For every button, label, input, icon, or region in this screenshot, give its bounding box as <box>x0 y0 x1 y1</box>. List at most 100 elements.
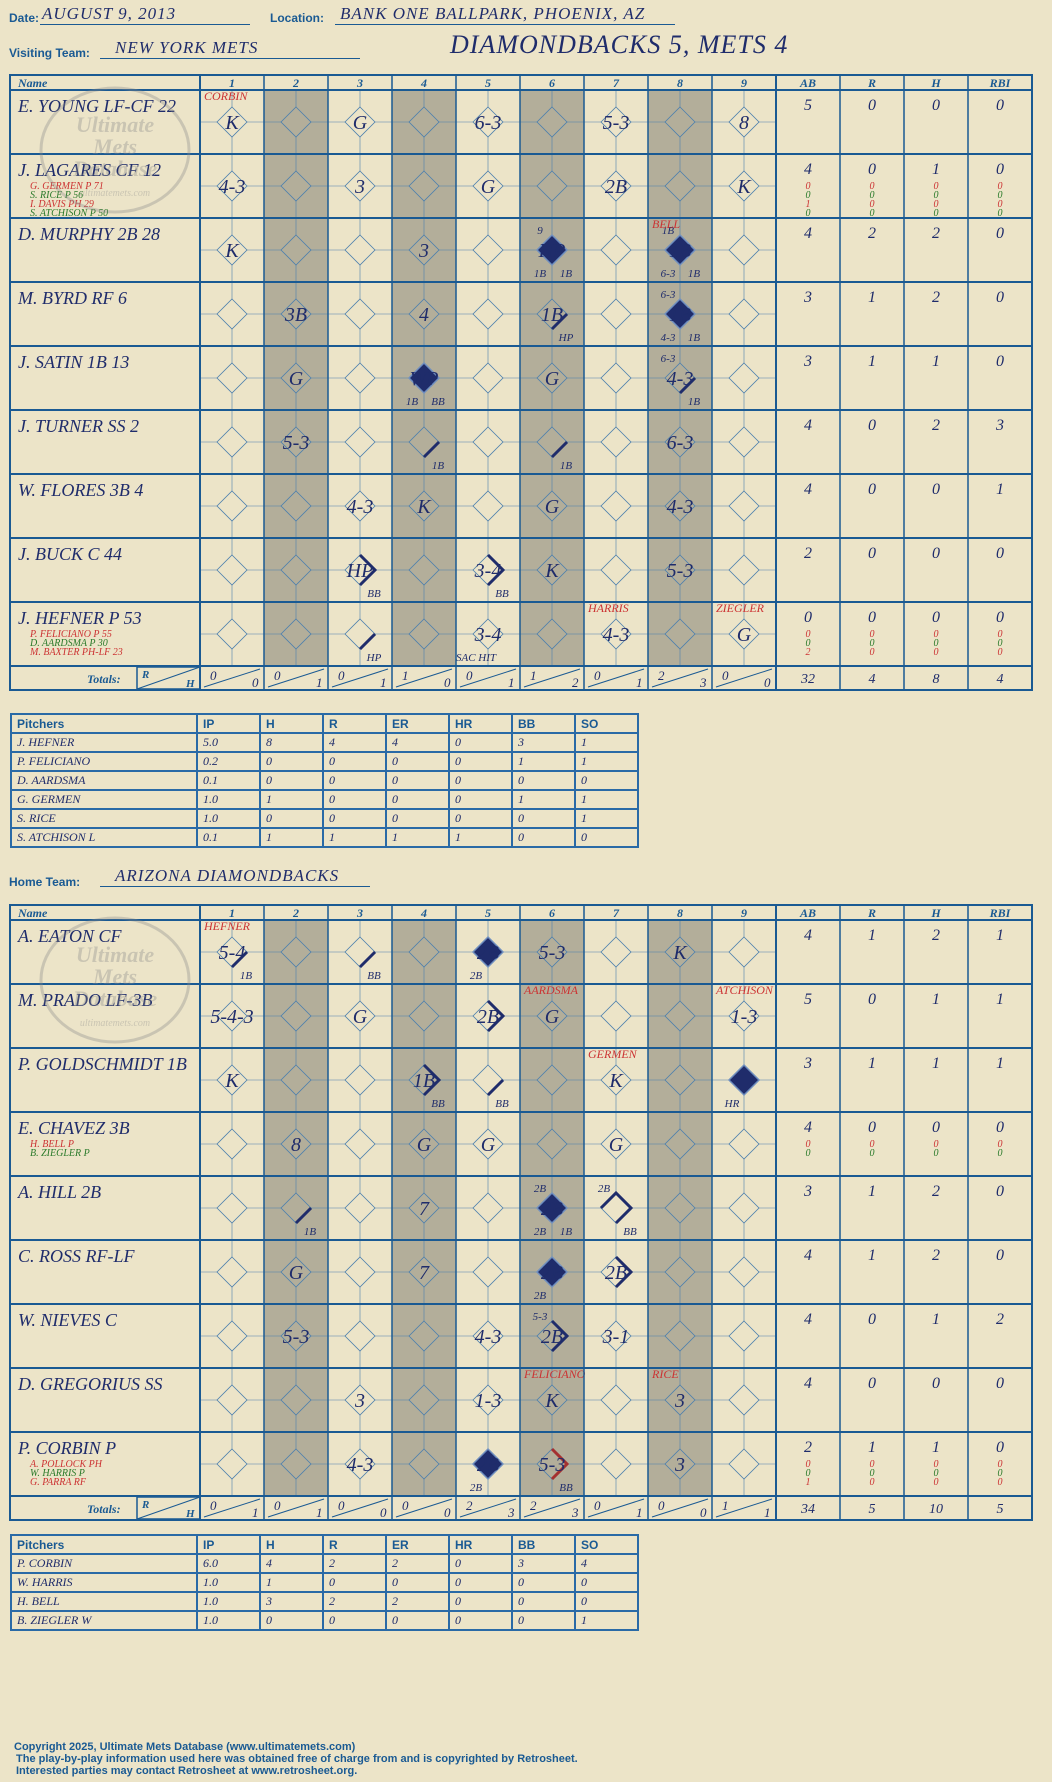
visitors-play-result: G <box>353 112 368 134</box>
home-pitcher-change-note: ATCHISON <box>715 983 774 997</box>
visitors-pitcher-row: S. RICE 1.0 0 0 0 0 0 1 <box>10 808 639 829</box>
visitors-substitute-stat: 0 <box>870 199 875 210</box>
home-play-result: G <box>481 1134 496 1156</box>
visitors-play-detail: 1B <box>534 268 547 280</box>
visitors-diamond <box>600 490 632 522</box>
home-play-result: 2B <box>477 942 499 964</box>
visitors-inning-header: 2 <box>292 76 299 90</box>
game-result-title: DIAMONDBACKS 5, METS 4 <box>450 30 789 59</box>
home-pitcher-change-note: GERMEN <box>588 1047 638 1061</box>
home-diamond <box>472 1192 504 1224</box>
home-substitute-stat: 0 <box>934 1139 939 1150</box>
home-run-scored-diamond <box>471 935 505 969</box>
visitors-pitcher-stat: 3 <box>511 732 576 753</box>
visitors-pitcher-row: S. ATCHISON L 0.1 1 1 1 1 0 0 <box>10 827 639 848</box>
visitors-player-stat: 2 <box>932 289 940 306</box>
home-substitute-stat: 0 <box>998 1148 1003 1159</box>
watermark-text: Mets <box>92 964 137 989</box>
home-inning-runs: 0 <box>402 1498 409 1513</box>
home-game-total: 5 <box>997 1502 1004 1517</box>
visitors-play-detail: 1B <box>688 332 701 344</box>
home-inning-hits: 1 <box>252 1505 259 1520</box>
home-basepath <box>358 950 377 969</box>
home-play-result: G <box>417 1134 432 1156</box>
home-play-result: 7 <box>419 1262 430 1284</box>
home-basepath <box>599 1190 634 1225</box>
home-player-stat: 1 <box>996 1055 1004 1072</box>
visitors-substitute-name: S. ATCHISON P 50 <box>30 208 108 219</box>
visitors-pitcher-stat: 1 <box>259 789 324 810</box>
visitors-pitchers-col-header: Pitchers <box>10 713 198 734</box>
visitors-play-result: WP <box>410 368 439 390</box>
visitors-player-stat: 0 <box>932 609 940 626</box>
visitors-pitchers-col-header: IP <box>196 713 261 734</box>
visitors-inning-total-slash <box>523 668 581 688</box>
visitors-inning-total-slash <box>459 668 517 688</box>
visitors-substitute-stat: 0 <box>998 647 1003 658</box>
visitors-substitute-stat: 0 <box>934 208 939 219</box>
home-player-stat: 0 <box>996 1247 1004 1264</box>
home-player-stat: 0 <box>996 1119 1004 1136</box>
visitors-play-result: G <box>545 496 560 518</box>
visitors-play-result: 6-3 <box>667 432 694 454</box>
home-player-name: M. PRADO LF-3B <box>17 990 152 1010</box>
visitors-player-stat: 0 <box>868 481 876 498</box>
home-pitcher-stat: 0 <box>511 1591 576 1612</box>
home-play-detail: BB <box>623 1226 637 1238</box>
home-name-header: Name <box>17 906 48 920</box>
visitors-pitchers-table: Pitchers IP H R ER HR BB SO J. HEFNER 5.0 8 4 4 0 3 1 P.… <box>10 713 639 848</box>
home-play-result: G <box>609 1134 624 1156</box>
visitors-diamond <box>728 362 760 394</box>
home-player-stat: 0 <box>996 1183 1004 1200</box>
visitors-inning-hits: 0 <box>252 675 259 690</box>
visitors-substitute-stat: 0 <box>998 629 1003 640</box>
home-player-stat: 3 <box>803 1183 812 1200</box>
home-game-total: 5 <box>869 1502 876 1517</box>
visitors-diamond <box>344 362 376 394</box>
home-diamond <box>344 1128 376 1160</box>
visitors-pitcher-stat: 0 <box>385 808 450 829</box>
visitors-basepath <box>550 440 569 459</box>
visitors-pitcher-row: P. FELICIANO 0.2 0 0 0 0 1 1 <box>10 751 639 772</box>
home-play-detail: 2B <box>470 970 483 982</box>
visitors-totals-label: Totals: <box>87 672 121 686</box>
home-inning-hits: 0 <box>380 1505 387 1520</box>
home-play-detail: 2B <box>534 1183 547 1195</box>
visitors-player-stat: 4 <box>804 417 812 434</box>
home-play-result: 5-3 <box>283 1326 310 1348</box>
visitors-pitcher-stat: 0 <box>448 808 513 829</box>
home-play-detail: 2B <box>534 1290 547 1302</box>
home-pitcher-row: H. BELL 1.0 3 2 2 0 0 0 <box>10 1591 639 1612</box>
home-pitcher-change-note: HEFNER <box>203 919 251 933</box>
visitors-inning-header: 8 <box>677 76 683 90</box>
visitors-player-stat: 0 <box>996 289 1004 306</box>
home-play-result: 8 <box>291 1134 301 1156</box>
visitors-diamond <box>216 554 248 586</box>
visitors-pitcher-stat: 0 <box>322 808 387 829</box>
home-pitchers-col-header: Pitchers <box>10 1534 198 1555</box>
home-player-stat: 1 <box>868 927 876 944</box>
home-player-stat: 0 <box>868 1311 876 1328</box>
visitors-inning-total-slash <box>715 668 773 688</box>
visitors-play-detail: 1B <box>560 268 573 280</box>
home-pitcher-stat: 2 <box>322 1553 387 1574</box>
home-game-total: 10 <box>929 1502 943 1517</box>
visitors-play-result: 4-3 <box>667 496 694 518</box>
home-pitcher-stat: 0 <box>574 1572 639 1593</box>
home-play-result: G <box>289 1262 304 1284</box>
home-diamond <box>600 1000 632 1032</box>
visitors-basepath <box>358 632 377 651</box>
home-pitchers-col-header: BB <box>511 1534 576 1555</box>
visitors-pitchers-col-header: ER <box>385 713 450 734</box>
visitors-substitute-stat: 2 <box>806 647 811 658</box>
visitors-play-result: G <box>545 368 560 390</box>
home-substitute-stat: 0 <box>998 1459 1003 1470</box>
visitors-play-result: 3 <box>354 176 365 198</box>
visitors-pitcher-stat: 1.0 <box>196 789 261 810</box>
home-player-stat: 1 <box>932 1439 940 1456</box>
home-play-result: 3 <box>674 1390 685 1412</box>
home-inning-hits: 1 <box>636 1505 643 1520</box>
visitors-pitcher-stat: 0 <box>511 770 576 791</box>
game-date: AUGUST 9, 2013 <box>42 4 177 23</box>
home-play-result: 4-3 <box>475 1326 502 1348</box>
